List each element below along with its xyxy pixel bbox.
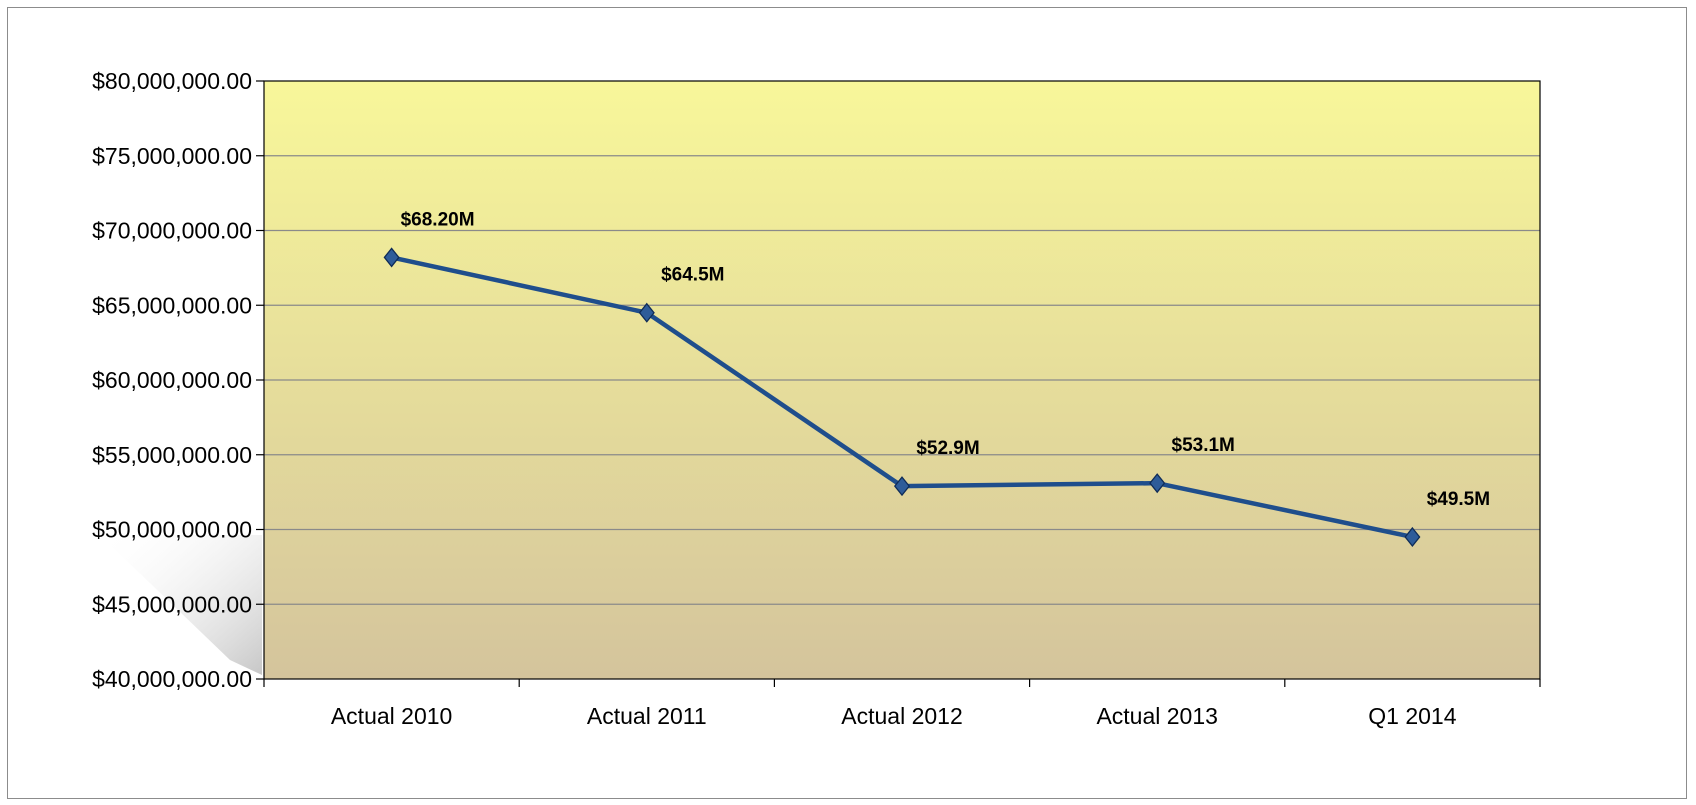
y-tick-label: $80,000,000.00 (92, 68, 252, 94)
y-tick-label: $40,000,000.00 (92, 666, 252, 692)
data-point-marker (893, 476, 911, 497)
y-tick-label: $50,000,000.00 (92, 517, 252, 543)
y-tick-label: $60,000,000.00 (92, 367, 252, 393)
y-tick-label: $75,000,000.00 (92, 143, 252, 169)
data-point-marker (383, 247, 400, 268)
markers-group (383, 247, 1421, 548)
plot-border (263, 80, 1541, 680)
data-point-marker (1404, 526, 1421, 548)
y-tick-label: $55,000,000.00 (92, 442, 252, 468)
data-label: $64.5M (661, 265, 724, 286)
data-label: $53.1M (1172, 435, 1235, 456)
data-label: $68.20M (401, 209, 475, 230)
data-labels-group: $68.20M $64.5M $52.9M $53.1M $49.5M (401, 209, 1490, 510)
gridlines (264, 155, 1540, 605)
x-tick-label: Actual 2010 (331, 703, 452, 729)
x-axis-ticks: Actual 2010 Actual 2011 Actual 2012 Actual … (263, 679, 1541, 729)
data-label: $52.9M (916, 438, 979, 459)
y-axis-ticks: $40,000,000.00 $45,000,000.00 $50,000,000.… (92, 68, 264, 692)
x-tick-label: Q1 2014 (1368, 703, 1456, 729)
data-point-marker (1149, 473, 1166, 494)
plot-shadow (100, 535, 262, 675)
data-label: $49.5M (1427, 489, 1490, 510)
x-tick-label: Actual 2013 (1096, 703, 1217, 729)
y-tick-label: $65,000,000.00 (92, 292, 252, 318)
y-tick-label: $45,000,000.00 (92, 591, 252, 617)
x-tick-label: Actual 2012 (841, 703, 962, 729)
data-point-marker (638, 302, 655, 323)
x-tick-label: Actual 2011 (587, 703, 707, 729)
y-tick-label: $70,000,000.00 (92, 218, 252, 244)
